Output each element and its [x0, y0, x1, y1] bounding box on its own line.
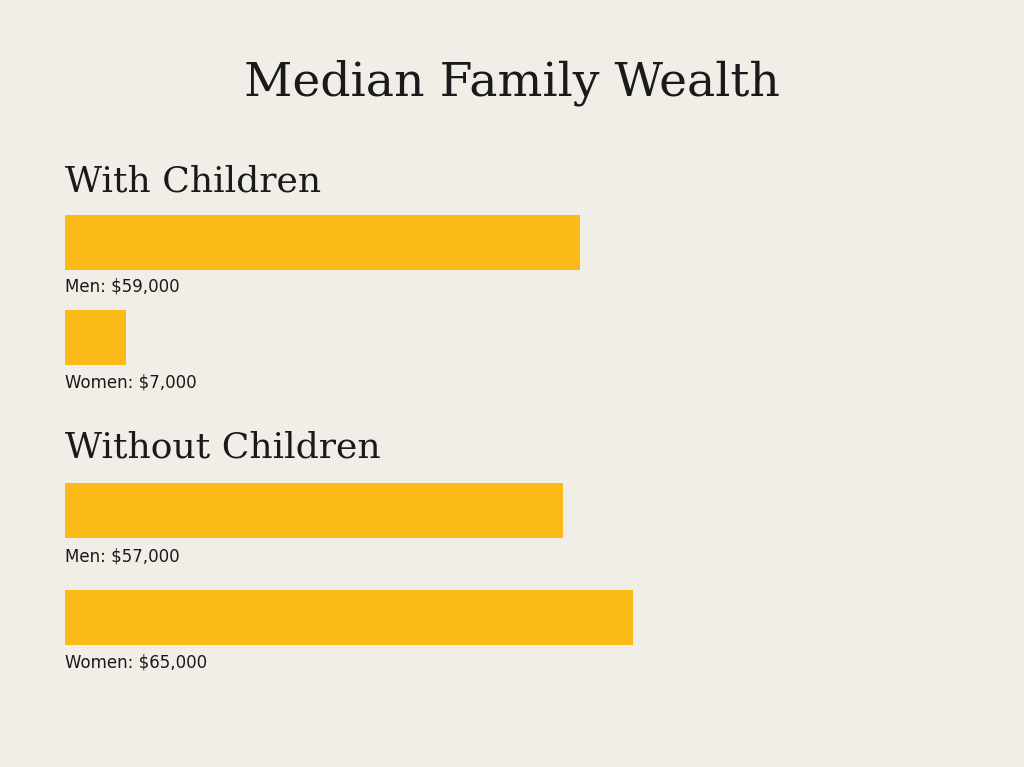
Bar [65, 310, 126, 365]
Text: Women: $65,000: Women: $65,000 [65, 654, 207, 672]
Text: Without Children: Without Children [65, 430, 381, 464]
Text: Women: $7,000: Women: $7,000 [65, 374, 197, 392]
Text: Men: $57,000: Men: $57,000 [65, 547, 179, 565]
Bar [65, 215, 581, 270]
Text: Median Family Wealth: Median Family Wealth [244, 60, 780, 107]
Bar [65, 483, 563, 538]
Text: Men: $59,000: Men: $59,000 [65, 278, 179, 296]
Text: With Children: With Children [65, 165, 322, 199]
Bar [65, 590, 633, 645]
